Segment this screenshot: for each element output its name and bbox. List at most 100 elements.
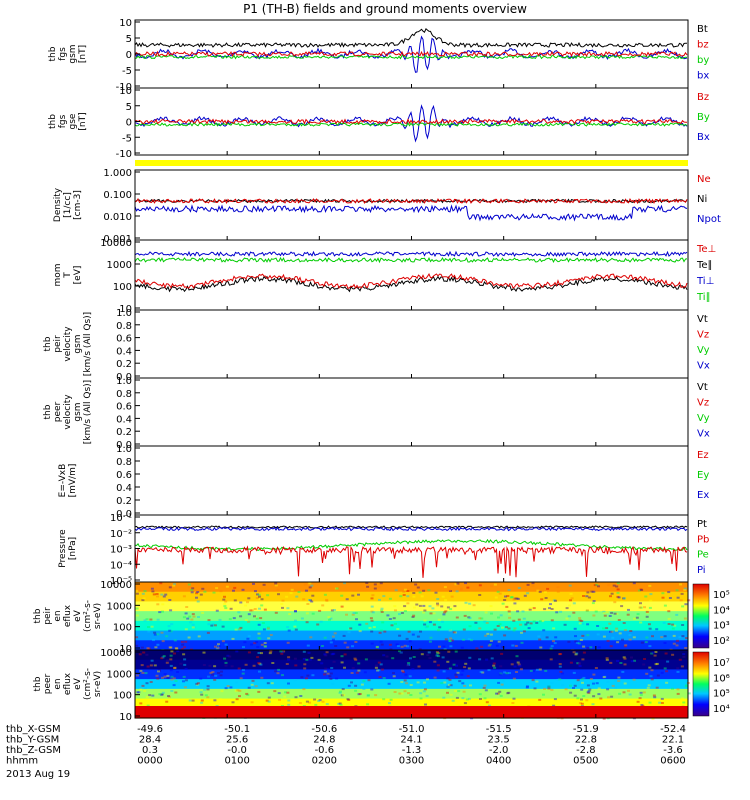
heatmap-cell xyxy=(362,688,366,690)
heatmap-cell xyxy=(607,696,610,699)
heatmap-cell xyxy=(287,703,291,706)
heatmap-cell xyxy=(479,671,483,673)
colorbar-tick: 10⁴ xyxy=(713,605,730,616)
heatmap-cell xyxy=(403,679,407,682)
heatmap-cell xyxy=(602,635,606,638)
heatmap-cell xyxy=(170,623,174,626)
heatmap-cell xyxy=(457,690,461,693)
heatmap-cell xyxy=(606,680,610,683)
heatmap-cell xyxy=(238,689,242,692)
heatmap-cell xyxy=(378,631,382,634)
heatmap-cell xyxy=(184,640,188,643)
heatmap-cell xyxy=(323,636,327,639)
heatmap-cell xyxy=(426,678,429,681)
heatmap-cell xyxy=(145,696,149,699)
heatmap-cell xyxy=(646,611,650,614)
heatmap-cell xyxy=(679,599,683,602)
heatmap-cell xyxy=(645,636,649,639)
heatmap-cell xyxy=(577,642,581,645)
heatmap-cell xyxy=(639,621,643,624)
heatmap-cell xyxy=(680,592,684,595)
heatmap-cell xyxy=(419,685,423,688)
heatmap-cell xyxy=(515,655,519,658)
heatmap-cell xyxy=(655,662,659,665)
heatmap-cell xyxy=(324,654,328,657)
heatmap-cell xyxy=(217,645,221,648)
heatmap-cell xyxy=(673,624,677,627)
heatmap-cell xyxy=(532,620,536,623)
heatmap-cell xyxy=(167,695,170,697)
heatmap-cell xyxy=(663,635,667,638)
heatmap-cell xyxy=(206,685,210,688)
heatmap-cell xyxy=(582,676,586,679)
heatmap-cell xyxy=(574,653,578,656)
x-axis-row-label: thb_Z-GSM xyxy=(6,745,61,756)
heatmap-cell xyxy=(544,597,548,599)
heatmap-cell xyxy=(641,704,645,707)
heatmap-cell xyxy=(252,664,256,667)
heatmap-cell xyxy=(489,605,493,608)
heatmap-cell xyxy=(470,639,473,642)
heatmap-cell xyxy=(253,615,256,618)
heatmap-cell xyxy=(388,702,391,705)
heatmap-cell xyxy=(490,612,493,615)
heatmap-cell xyxy=(328,618,331,621)
heatmap-cell xyxy=(635,616,639,619)
heatmap-cell xyxy=(622,691,626,694)
heatmap-cell xyxy=(277,593,280,596)
heatmap-cell xyxy=(651,717,655,720)
heatmap-cell xyxy=(370,619,374,622)
heatmap-cell xyxy=(591,703,595,706)
heatmap-cell xyxy=(495,644,499,647)
heatmap-cell xyxy=(147,647,151,650)
heatmap-cell xyxy=(369,617,373,620)
heatmap-cell xyxy=(245,692,249,695)
heatmap-cell xyxy=(306,679,310,682)
heatmap-cell xyxy=(586,684,590,687)
heatmap-cell xyxy=(443,611,447,614)
heatmap-cell xyxy=(331,638,335,641)
heatmap-cell xyxy=(469,684,472,687)
x-axis-table: thb_X-GSM -49.6 -50.1 -50.6 -51.0 -51.5 -51.9 -… xyxy=(6,724,686,780)
heatmap-cell xyxy=(429,612,433,615)
heatmap-cell xyxy=(561,684,565,687)
heatmap-cell xyxy=(466,586,470,589)
heatmap-cell xyxy=(373,587,377,590)
x-axis-value: 0200 xyxy=(312,756,337,767)
heatmap-cell xyxy=(447,685,451,688)
heatmap-cell xyxy=(602,627,606,630)
heatmap-cell xyxy=(545,636,549,639)
x-axis-row-label: thb_Y-GSM xyxy=(6,735,59,746)
heatmap-cell xyxy=(172,584,176,587)
heatmap-cell xyxy=(258,670,261,673)
heatmap-cell xyxy=(484,634,488,637)
heatmap-cell xyxy=(161,676,164,679)
heatmap-cell xyxy=(563,623,567,626)
heatmap-band xyxy=(135,679,688,690)
heatmap-cell xyxy=(558,663,562,665)
heatmap-cell xyxy=(668,597,672,599)
heatmap-cell xyxy=(153,664,157,667)
heatmap-cell xyxy=(366,585,370,588)
heatmap-cell xyxy=(253,642,257,645)
heatmap-cell xyxy=(216,645,219,648)
heatmap-band xyxy=(135,650,688,661)
heatmap-cell xyxy=(293,625,297,628)
heatmap-cell xyxy=(565,607,569,610)
heatmap-cell xyxy=(447,650,451,653)
heatmap-cell xyxy=(252,686,256,688)
heatmap-cell xyxy=(671,653,675,656)
heatmap-cell xyxy=(572,611,576,614)
heatmap-cell xyxy=(274,670,278,673)
heatmap-cell xyxy=(169,646,173,649)
heatmap-cell xyxy=(642,663,646,666)
heatmap-cell xyxy=(217,643,220,646)
heatmap-cell xyxy=(377,669,381,672)
heatmap-cell xyxy=(409,657,412,660)
heatmap-cell xyxy=(405,637,409,640)
heatmap-cell xyxy=(300,676,304,679)
y-axis-label-line: [eV] xyxy=(73,266,83,285)
heatmap-cell xyxy=(306,674,310,677)
heatmap-cell xyxy=(447,668,450,671)
heatmap-cell xyxy=(603,614,607,617)
